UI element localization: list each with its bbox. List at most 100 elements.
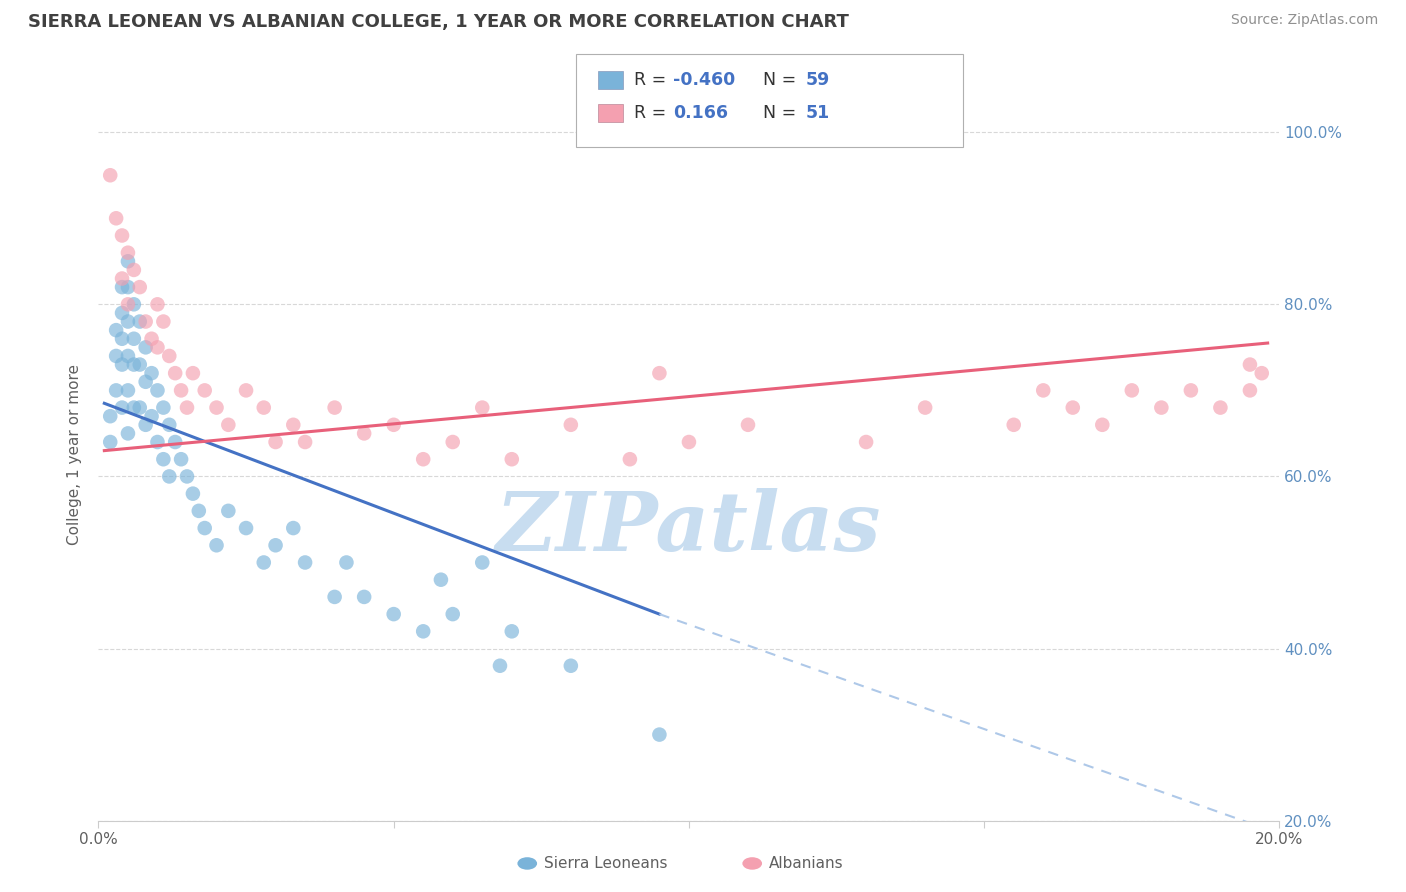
Point (157, 349, 180, 363)
Point (135, 417, 157, 432)
Point (489, 658, 512, 673)
Point (128, 401, 150, 415)
Point (141, 366, 163, 380)
Point (1150, 401, 1173, 415)
Point (98, 168, 121, 182)
Text: R =: R = (634, 104, 672, 122)
Point (176, 401, 198, 415)
Text: Source: ZipAtlas.com: Source: ZipAtlas.com (1230, 13, 1378, 28)
Point (152, 452, 174, 467)
Point (283, 521, 305, 535)
Point (157, 469, 180, 483)
Point (914, 401, 936, 415)
Point (105, 323, 128, 337)
Point (117, 314, 139, 328)
Point (128, 314, 150, 328)
Point (1239, 384, 1261, 398)
Point (253, 556, 276, 570)
Point (501, 452, 523, 467)
Point (105, 349, 128, 363)
Point (855, 435, 877, 450)
Point (441, 435, 464, 450)
Point (217, 504, 239, 518)
Point (117, 349, 139, 363)
Point (205, 401, 228, 415)
Point (501, 624, 523, 639)
Point (648, 366, 671, 380)
Point (146, 384, 169, 398)
Point (1180, 384, 1202, 398)
Point (135, 375, 157, 389)
Point (382, 607, 405, 621)
Point (122, 401, 145, 415)
Point (111, 271, 134, 285)
Text: Sierra Leoneans: Sierra Leoneans (544, 856, 668, 871)
Point (1091, 417, 1114, 432)
Point (170, 452, 193, 467)
Point (323, 401, 346, 415)
Point (122, 358, 145, 372)
Point (165, 435, 187, 450)
Point (170, 384, 193, 398)
Text: 59: 59 (806, 71, 830, 89)
Point (353, 590, 375, 604)
Point (648, 728, 671, 742)
Point (412, 452, 434, 467)
Point (430, 573, 453, 587)
Point (105, 211, 128, 226)
Point (1250, 366, 1272, 380)
Point (117, 384, 139, 398)
Point (194, 521, 217, 535)
Point (165, 366, 187, 380)
Point (117, 426, 139, 441)
Point (619, 452, 641, 467)
Point (283, 417, 305, 432)
Point (111, 228, 134, 243)
Text: SIERRA LEONEAN VS ALBANIAN COLLEGE, 1 YEAR OR MORE CORRELATION CHART: SIERRA LEONEAN VS ALBANIAN COLLEGE, 1 YE… (28, 13, 849, 31)
Point (135, 340, 157, 354)
Point (560, 658, 582, 673)
Point (117, 280, 139, 294)
Point (471, 556, 494, 570)
Point (152, 314, 174, 328)
Point (181, 366, 204, 380)
Point (111, 306, 134, 320)
Point (117, 297, 139, 311)
Point (335, 556, 357, 570)
Point (146, 340, 169, 354)
Point (157, 417, 180, 432)
Point (441, 607, 464, 621)
Point (294, 556, 316, 570)
Point (235, 384, 257, 398)
Point (217, 417, 239, 432)
Point (152, 401, 174, 415)
Text: 0.166: 0.166 (673, 104, 728, 122)
Point (382, 417, 405, 432)
Point (128, 358, 150, 372)
Point (1002, 417, 1025, 432)
Point (194, 384, 217, 398)
Point (98, 435, 121, 450)
Point (560, 417, 582, 432)
Point (737, 417, 759, 432)
Point (128, 280, 150, 294)
Point (1239, 358, 1261, 372)
Point (235, 521, 257, 535)
Point (1121, 384, 1143, 398)
Point (1209, 401, 1232, 415)
Point (294, 435, 316, 450)
Point (111, 401, 134, 415)
Text: R =: R = (634, 71, 672, 89)
Point (1062, 401, 1084, 415)
Point (141, 332, 163, 346)
Point (117, 245, 139, 260)
Text: N =: N = (763, 71, 803, 89)
Point (253, 401, 276, 415)
Point (98, 409, 121, 424)
Text: 51: 51 (806, 104, 830, 122)
Point (122, 332, 145, 346)
Point (176, 469, 198, 483)
Point (678, 435, 700, 450)
Text: ZIPatlas: ZIPatlas (496, 488, 882, 568)
Point (353, 426, 375, 441)
